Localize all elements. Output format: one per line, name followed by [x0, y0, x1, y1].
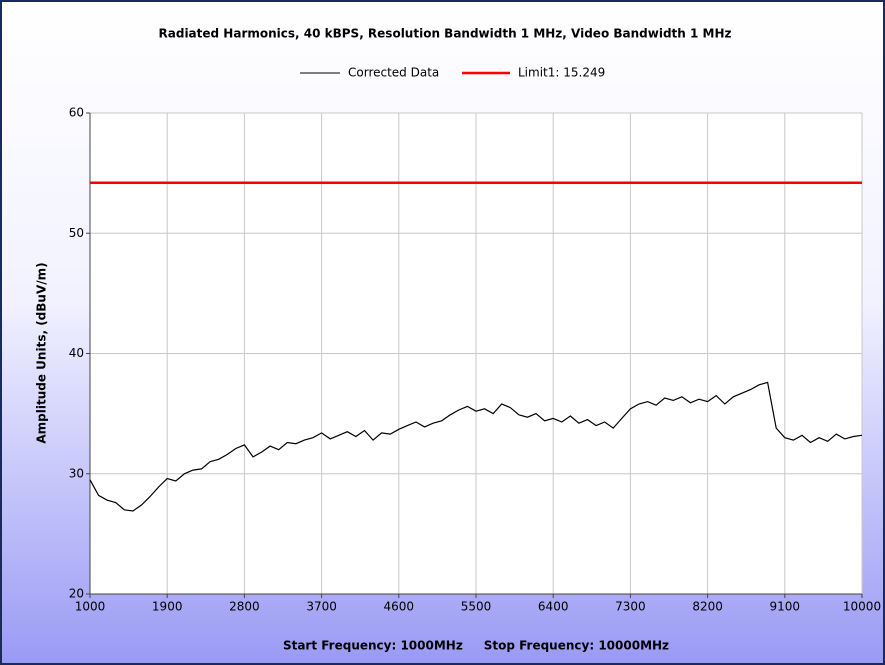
x-tick-label: 3700 [306, 600, 337, 614]
x-tick-label: 9100 [770, 600, 801, 614]
y-tick-label: 40 [69, 346, 84, 360]
x-axis-label: Start Frequency: 1000MHz Stop Frequency:… [283, 639, 669, 653]
y-axis-label: Amplitude Units, (dBuV/m) [35, 262, 49, 443]
x-tick-label: 1900 [152, 600, 183, 614]
x-tick-label: 5500 [461, 600, 492, 614]
x-tick-label: 6400 [538, 600, 569, 614]
x-tick-label: 10000 [843, 600, 881, 614]
legend-label: Corrected Data [348, 66, 439, 80]
x-tick-label: 2800 [229, 600, 260, 614]
x-tick-label: 4600 [384, 600, 415, 614]
x-tick-label: 8200 [692, 600, 723, 614]
x-tick-label: 1000 [75, 600, 106, 614]
y-tick-label: 50 [69, 226, 84, 240]
series-line [89, 381, 863, 512]
legend-label: Limit1: 15.249 [518, 66, 605, 80]
chart-title: Radiated Harmonics, 40 kBPS, Resolution … [159, 27, 732, 41]
y-tick-label: 20 [69, 587, 84, 601]
y-tick-label: 60 [69, 106, 84, 120]
x-tick-label: 7300 [615, 600, 646, 614]
y-tick-label: 30 [69, 466, 84, 480]
